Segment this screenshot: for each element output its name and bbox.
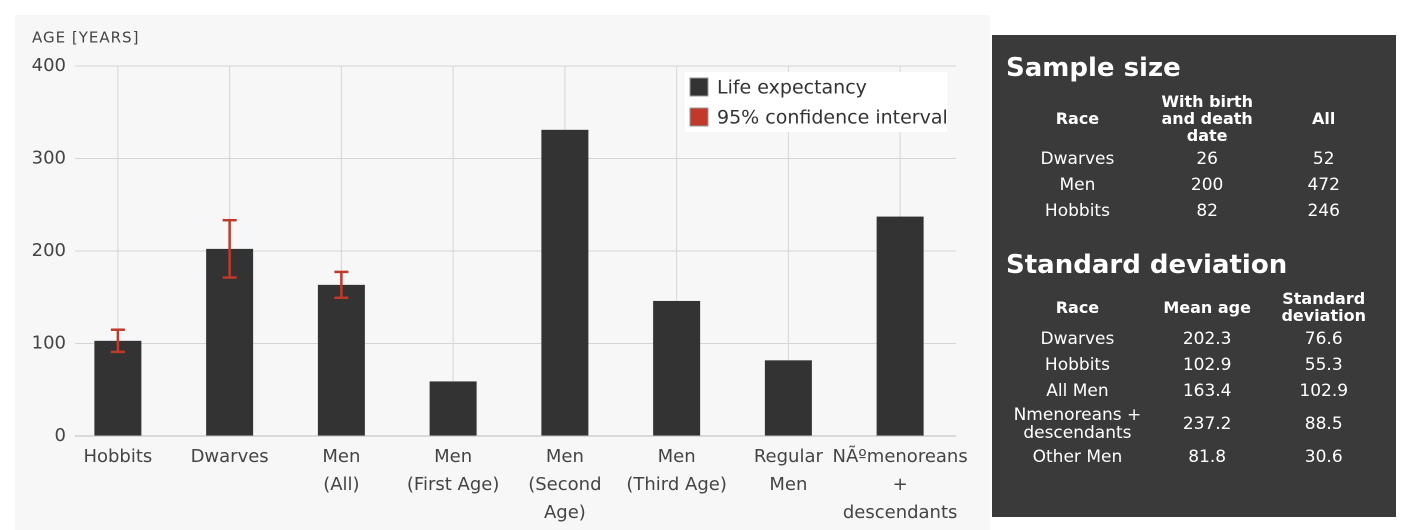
error-bar [222,218,237,279]
bar [653,300,701,436]
column-header: All [1312,109,1336,128]
table-cell: Other Men [1032,447,1123,467]
legend-label: Life expectancy [717,77,867,99]
table-cell: Men [1059,175,1096,195]
x-tick-label: Hobbits [83,446,152,467]
header-row: Race With birth and death date All [1006,91,1382,146]
legend-swatch [689,107,709,127]
bar [317,284,365,436]
std-dev-table: Race Mean age Standard deviation Dwarves 202… [1006,288,1382,470]
table-cell: Dwarves [1040,329,1115,349]
bar [429,381,477,436]
table-row: Nmenoreans + descendants 237.2 88.5 [1006,404,1382,444]
table-cell: Dwarves [1040,149,1115,169]
table-cell: 202.3 [1182,329,1232,349]
header-row: Race Mean age Standard deviation [1006,288,1382,326]
table-row: Other Men 81.8 30.6 [1006,444,1382,470]
bar [764,360,812,436]
column-header: Race [1055,109,1100,128]
table-row: Dwarves 26 52 [1006,146,1382,172]
table-cell: 30.6 [1304,447,1343,467]
bar [541,129,589,436]
column-header: With birth and death date [1161,92,1253,145]
bar [94,340,142,436]
stats-panel: Sample size Race With birth and death dat… [992,35,1396,517]
table-cell: Hobbits [1044,201,1110,221]
table-row: Hobbits 102.9 55.3 [1006,352,1382,378]
column-header: Standard deviation [1281,289,1366,325]
table-cell: 76.6 [1304,329,1343,349]
column-header: Mean age [1163,297,1251,317]
chart: AGE [YEARS] 0 100 200 300 400 Hobbits Dwarves M… [31,28,968,523]
table-cell: Nmenoreans + descendants [1013,405,1142,443]
table-cell: 163.4 [1182,381,1232,401]
table-cell: 55.3 [1304,355,1343,375]
y-tick-label: 100 [32,333,66,354]
y-tick-label: 200 [32,240,66,261]
table-row: Men 200 472 [1006,172,1382,198]
y-axis-label: AGE [YEARS] [32,29,139,47]
table-row: Hobbits 82 246 [1006,198,1382,224]
table-cell: All Men [1046,381,1109,401]
table-cell: 472 [1307,175,1340,195]
legend-background [685,72,947,132]
table-title: Sample size [1006,53,1181,83]
x-tick-label: Men (All) [322,446,360,495]
table-cell: 200 [1190,175,1224,195]
table-cell: 88.5 [1304,414,1343,434]
table-cell: 237.2 [1182,414,1232,434]
x-tick-label: Regular Men [754,446,824,495]
legend-swatch [689,77,709,97]
x-tick-label: Men (Second Age) [528,446,601,523]
column-header: Race [1055,297,1100,317]
x-tick-label: NÃºmenoreans + descendants [833,445,968,523]
table-title: Standard deviation [1006,250,1288,280]
table-cell: Hobbits [1044,355,1110,375]
y-tick-label: 400 [32,55,66,76]
bar [206,248,254,436]
table-row: Dwarves 202.3 76.6 [1006,326,1382,352]
table-cell: 102.9 [1299,381,1349,401]
x-tick-label: Men (Third Age) [626,446,727,495]
y-tick-label: 0 [55,425,66,446]
table-cell: 52 [1312,149,1335,169]
table-cell: 102.9 [1182,355,1232,375]
x-tick-label: Men (First Age) [407,446,499,495]
table-row: All Men 163.4 102.9 [1006,378,1382,404]
error-bar [110,328,125,354]
table-cell: 26 [1196,149,1218,169]
sample-size-table: Race With birth and death date All Dwarves 2… [1006,91,1382,224]
bar [876,216,924,436]
error-bar [334,270,349,300]
table-cell: 246 [1307,201,1340,221]
table-cell: 81.8 [1188,447,1227,467]
x-tick-label: Dwarves [191,446,269,467]
y-tick-label: 300 [32,148,66,169]
legend-label: 95% confidence interval [717,107,948,129]
table-cell: 82 [1196,201,1218,221]
